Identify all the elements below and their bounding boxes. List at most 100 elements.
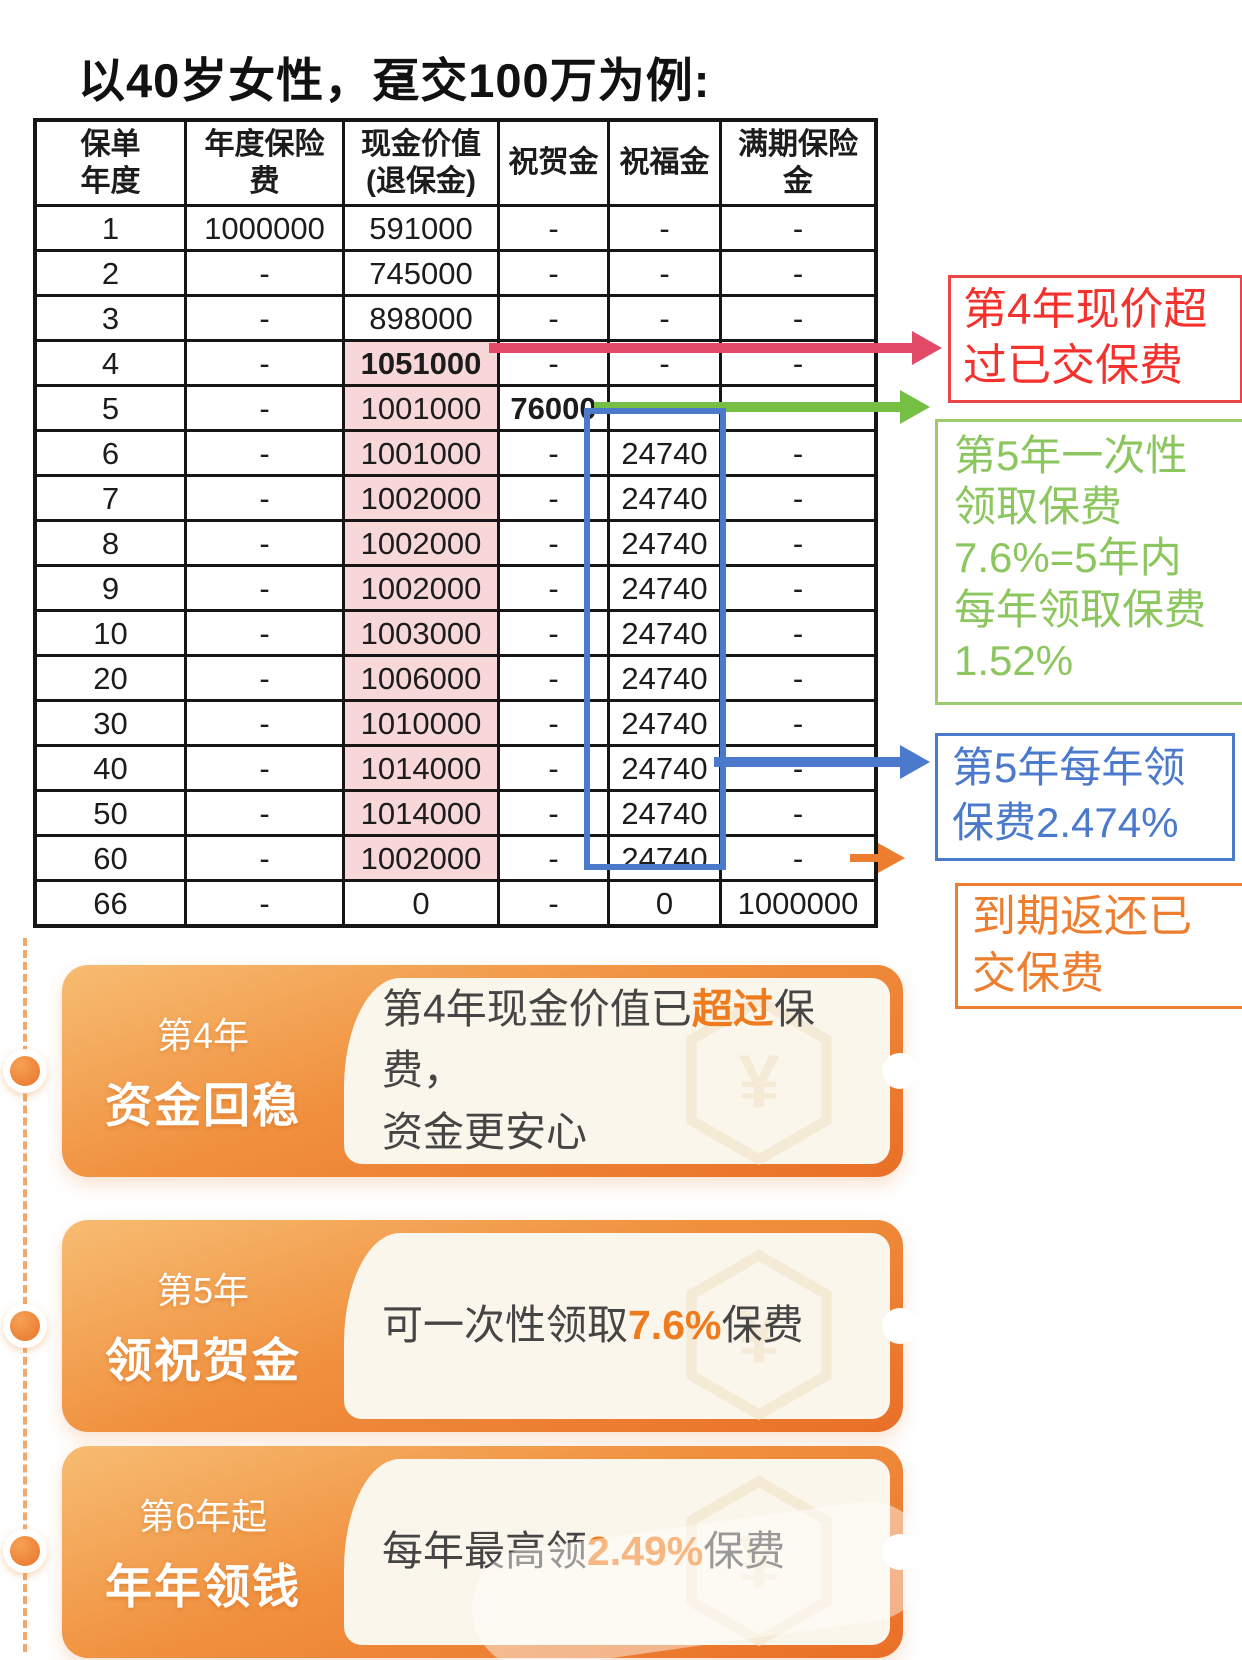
red-arrow-line xyxy=(489,343,912,353)
banner-text: 可一次性领取7.6%保费 xyxy=(344,1233,890,1419)
table-cell: - xyxy=(719,519,878,567)
table-cell: 24740 xyxy=(607,609,722,657)
plain-text: 可一次性领取 xyxy=(382,1302,628,1349)
column-header: 年度保险 费 xyxy=(184,118,345,207)
table-header-row: 保单 年度 年度保险 费现金价值 (退保金) 祝贺金 祝福金 满期保险 金 xyxy=(33,118,878,207)
table-cell: - xyxy=(719,564,878,612)
table-cell: - xyxy=(184,879,345,928)
table-cell: 1000000 xyxy=(184,204,345,252)
table-cell: - xyxy=(607,294,722,342)
plain-text: 每年最高领 xyxy=(382,1528,587,1575)
callout-maturity-refund: 到期返还已 交保费 xyxy=(955,883,1242,1009)
table-cell: 10 xyxy=(33,609,187,657)
table-cell: - xyxy=(497,519,610,567)
orange-arrow-line xyxy=(850,854,878,862)
timeline-dot-icon xyxy=(3,1049,47,1093)
timeline-dot-icon xyxy=(3,1529,47,1573)
table-cell: - xyxy=(497,879,610,928)
svg-text:¥: ¥ xyxy=(738,1520,780,1604)
benefit-table: 保单 年度 年度保险 费现金价值 (退保金) 祝贺金 祝福金 满期保险 金 1 10000… xyxy=(33,118,878,928)
blessing-column-highlight-box xyxy=(584,408,726,870)
table-cell: - xyxy=(719,429,878,477)
table-cell: 24740 xyxy=(607,744,722,792)
table-cell: 0 xyxy=(342,879,500,928)
green-arrowhead-icon xyxy=(900,390,930,424)
table-row: 50-1014000-24740- xyxy=(33,789,878,837)
table-cell: 66 xyxy=(33,879,187,928)
table-cell: 8 xyxy=(33,519,187,567)
table-cell: - xyxy=(184,474,345,522)
page-title: 以40岁女性，趸交100万为例: xyxy=(78,54,711,107)
table-cell: - xyxy=(184,519,345,567)
table-cell: - xyxy=(719,654,878,702)
timeline-dot-icon xyxy=(3,1304,47,1348)
table-cell: - xyxy=(497,474,610,522)
banner-year6-annual-money: ¥ 每年最高领2.49%保费 第6年起 年年领钱 xyxy=(62,1446,937,1660)
table-row: 66-0-0 1000000 xyxy=(33,879,878,928)
blue-arrowhead-icon xyxy=(900,745,930,779)
table-cell: 24740 xyxy=(607,699,722,747)
table-cell: 1014000 xyxy=(342,789,500,837)
table-cell: 1000000 xyxy=(719,879,878,928)
table-row: 3-898000- - - xyxy=(33,294,878,342)
table-cell: - xyxy=(607,204,722,252)
table-cell: - xyxy=(497,744,610,792)
table-row: 6-1001000-24740- xyxy=(33,429,878,477)
table-cell: 1010000 xyxy=(342,699,500,747)
table-cell: - xyxy=(719,204,878,252)
plain-text: 保费 xyxy=(703,1528,786,1575)
banner-panel: ¥ 可一次性领取7.6%保费 xyxy=(344,1233,890,1421)
table-cell: 20 xyxy=(33,654,187,702)
table-cell: - xyxy=(184,249,345,297)
banner-tag: 第6年起 xyxy=(138,1495,268,1537)
table-cell: 7 xyxy=(33,474,187,522)
table-cell: - xyxy=(719,789,878,837)
banner-panel: ¥ 每年最高领2.49%保费 xyxy=(344,1459,937,1660)
table-cell: 5 xyxy=(33,384,187,432)
table-cell: 24740 xyxy=(607,654,722,702)
banner-title: 资金回稳 xyxy=(105,1078,301,1132)
table-cell: 1006000 xyxy=(342,654,500,702)
table-cell: 30 xyxy=(33,699,187,747)
table-cell: 1001000 xyxy=(342,429,500,477)
callout-year5-lump-sum: 第5年一次性 领取保费 7.6%=5年内 每年领取保费 1.52% xyxy=(935,419,1242,705)
table-cell: 2 xyxy=(33,249,187,297)
table-row: 60-1002000-24740- xyxy=(33,834,878,882)
table-cell: 898000 xyxy=(342,294,500,342)
callout-year4-cash-exceeds-premium: 第4年现价超 过已交保费 xyxy=(948,275,1242,403)
banner-text: 每年最高领2.49%保费 xyxy=(344,1459,890,1645)
table-cell: - xyxy=(719,744,878,792)
banner-label: 第6年起 年年领钱 xyxy=(62,1446,344,1658)
table-row: 1 1000000 591000- - - xyxy=(33,204,878,252)
table-cell: 50 xyxy=(33,789,187,837)
banner-title: 领祝贺金 xyxy=(105,1333,301,1387)
table-row: 40-1014000-24740- xyxy=(33,744,878,792)
blue-arrow-line xyxy=(714,757,900,767)
table-cell: - xyxy=(497,204,610,252)
table-cell: - xyxy=(719,249,878,297)
column-header: 满期保险 金 xyxy=(719,118,878,207)
banner-tag: 第5年 xyxy=(156,1269,250,1311)
table-cell: 60 xyxy=(33,834,187,882)
table-cell: - xyxy=(497,294,610,342)
table-cell: 1002000 xyxy=(342,519,500,567)
highlight-text: 7.6% xyxy=(628,1302,722,1349)
yen-badge-icon: ¥ xyxy=(686,994,832,1166)
table-cell: 24740 xyxy=(607,429,722,477)
table-cell: - xyxy=(184,834,345,882)
table-cell: - xyxy=(184,294,345,342)
table-cell: - xyxy=(184,339,345,387)
column-header: 现金价值 (退保金) xyxy=(342,118,500,207)
table-cell: - xyxy=(497,834,610,882)
table-cell: 24740 xyxy=(607,564,722,612)
table-cell: 3 xyxy=(33,294,187,342)
column-header: 保单 年度 xyxy=(33,118,187,207)
table-cell: 24740 xyxy=(607,789,722,837)
table-cell: - xyxy=(497,654,610,702)
plain-text: 保费 xyxy=(721,1302,804,1349)
table-cell: - xyxy=(184,744,345,792)
table-cell: 1001000 xyxy=(342,384,500,432)
table-row: 7-1002000-24740- xyxy=(33,474,878,522)
table-cell: - xyxy=(184,384,345,432)
